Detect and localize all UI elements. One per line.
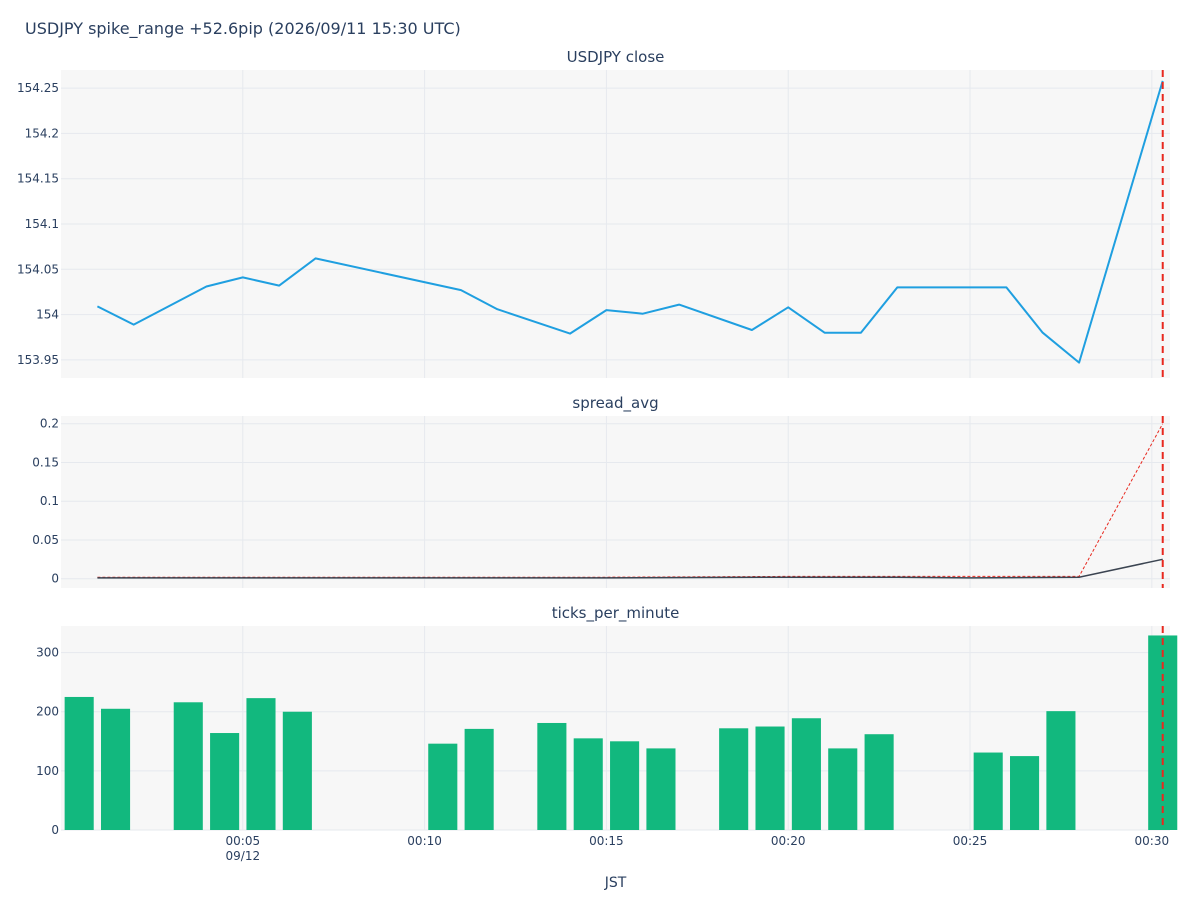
figure-title: USDJPY spike_range +52.6pip (2026/09/11 … xyxy=(25,19,461,38)
x-axis-label: JST xyxy=(604,875,627,891)
ticks-bar xyxy=(973,752,1003,830)
y-tick-label: 154.25 xyxy=(17,81,59,95)
y-tick-label: 154.05 xyxy=(17,262,59,276)
spread-panel: 0 0.05 0.1 0.15 0.2 spread_avg xyxy=(32,394,1170,588)
y-tick-label: 0.1 xyxy=(40,494,59,508)
y-tick-label: 0.05 xyxy=(32,533,59,547)
ticks-panel: 0 100 200 300 ticks_per_minute xyxy=(36,604,1178,837)
ticks-bar xyxy=(64,696,94,830)
ticks-bar xyxy=(1046,711,1076,830)
ticks-bar xyxy=(791,718,821,830)
close-price-line xyxy=(96,80,1164,364)
x-tick-label: 00:20 xyxy=(771,834,806,848)
ticks-bar xyxy=(210,733,240,830)
x-tick-label: 00:15 xyxy=(589,834,624,848)
ticks-bar xyxy=(646,748,676,830)
price-panel: 153.95 154 154.05 154.1 154.15 154.2 154.25 USD… xyxy=(17,48,1170,378)
y-tick-label: 0 xyxy=(51,823,59,837)
subplot-title: spread_avg xyxy=(572,394,658,413)
y-tick-label: 154 xyxy=(36,308,59,322)
ticks-bar xyxy=(755,726,785,830)
x-tick-label: 00:10 xyxy=(407,834,442,848)
y-tick-label: 153.95 xyxy=(17,353,59,367)
ticks-bar xyxy=(537,722,567,830)
spread-line xyxy=(97,558,1163,579)
x-tick-sublabel: 09/12 xyxy=(226,849,261,863)
y-tick-label: 154.2 xyxy=(25,126,59,140)
y-tick-label: 0.15 xyxy=(32,455,59,469)
y-tick-label: 300 xyxy=(36,646,59,660)
ticks-bar xyxy=(573,738,603,830)
ticks-bar xyxy=(828,748,858,830)
x-tick-label: 00:25 xyxy=(953,834,988,848)
ticks-bar xyxy=(610,741,640,830)
x-tick-label: 00:30 xyxy=(1135,834,1170,848)
ticks-bar xyxy=(864,734,894,830)
ticks-bar xyxy=(173,702,203,830)
ticks-bar xyxy=(428,743,458,830)
ticks-bar xyxy=(719,728,749,830)
y-tick-label: 100 xyxy=(36,764,59,778)
y-tick-label: 154.1 xyxy=(25,217,59,231)
ticks-bar xyxy=(246,698,276,830)
x-tick-label: 00:05 xyxy=(226,834,261,848)
y-tick-label: 0 xyxy=(51,572,59,586)
subplot-title: ticks_per_minute xyxy=(552,604,680,623)
plot-background xyxy=(61,416,1170,588)
y-tick-label: 0.2 xyxy=(40,417,59,431)
y-tick-label: 154.15 xyxy=(17,172,59,186)
ticks-bar xyxy=(100,708,131,830)
subplot-title: USDJPY close xyxy=(567,48,665,66)
ticks-bar xyxy=(1010,756,1040,830)
ticks-bar xyxy=(464,728,494,830)
ticks-bar xyxy=(282,711,312,830)
y-tick-label: 200 xyxy=(36,705,59,719)
